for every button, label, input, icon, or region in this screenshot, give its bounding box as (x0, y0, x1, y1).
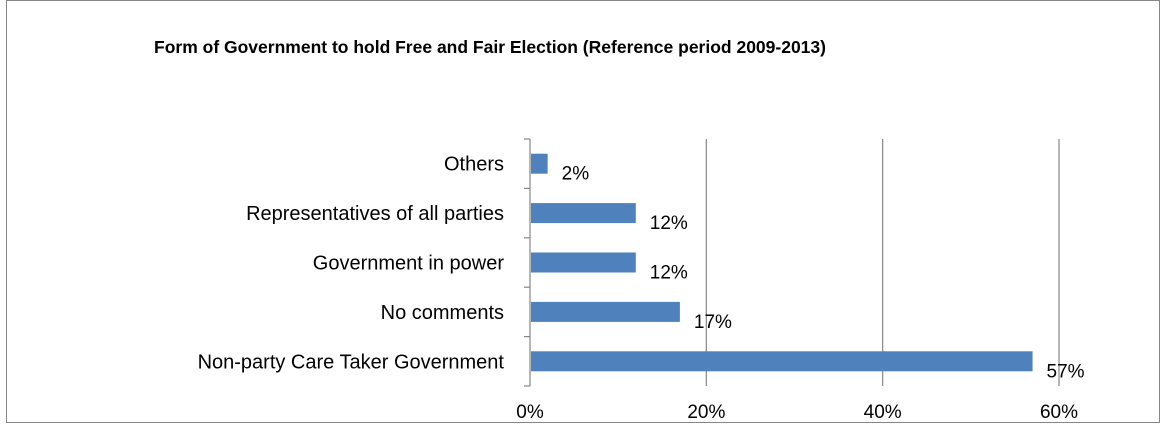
bar (531, 153, 548, 174)
y-axis (524, 138, 531, 387)
x-tick-label: 20% (687, 402, 725, 423)
category-labels: Others Representatives of all parties Gove… (198, 154, 505, 374)
bar-chart: Form of Government to hold Free and Fair… (154, 37, 1085, 423)
bar (531, 301, 680, 322)
data-labels: 2% 12% 12% 17% 57% (562, 164, 1085, 383)
data-label: 12% (650, 263, 688, 284)
data-label: 57% (1047, 361, 1085, 382)
data-label: 2% (562, 164, 590, 185)
chart-frame: Form of Government to hold Free and Fair… (6, 0, 1160, 423)
gridlines (705, 139, 1060, 386)
x-tick-labels: 0% 20% 40% 60% (516, 402, 1078, 423)
category-label: Others (444, 154, 504, 176)
category-label: Government in power (313, 253, 505, 275)
category-label: Non-party Care Taker Government (198, 351, 505, 373)
x-tick-label: 0% (516, 402, 544, 423)
bar (531, 351, 1033, 372)
bar (531, 203, 636, 224)
category-label: No comments (381, 302, 504, 324)
x-tick-label: 40% (864, 402, 902, 423)
bars (531, 153, 1033, 372)
x-tick-label: 60% (1040, 402, 1078, 423)
bar (531, 252, 636, 273)
category-label: Representatives of all parties (246, 203, 504, 225)
data-label: 17% (694, 312, 732, 333)
data-label: 12% (650, 213, 688, 234)
chart-title: Form of Government to hold Free and Fair… (154, 37, 826, 57)
